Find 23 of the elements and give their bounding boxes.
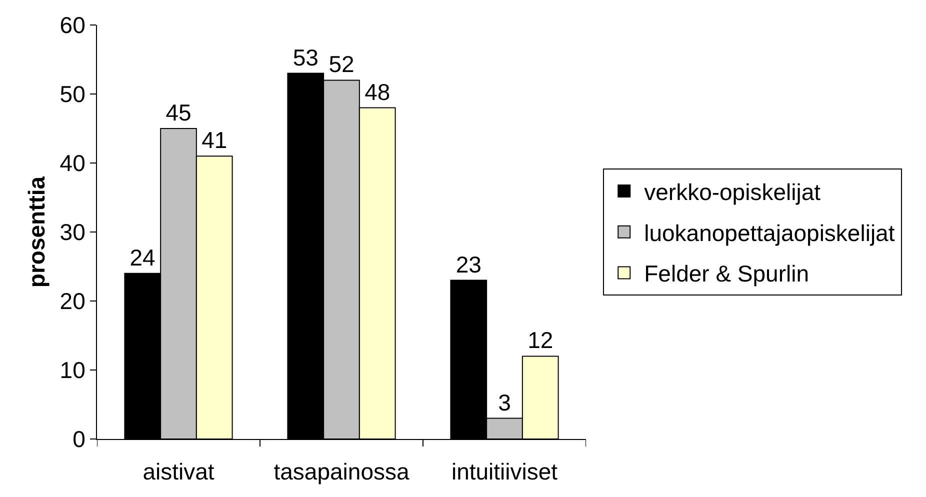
data-label: 24	[130, 244, 156, 270]
data-label: 12	[528, 327, 554, 354]
y-tick-label: 50	[60, 81, 86, 108]
legend-label: luokanopettajaopiskelijat	[644, 220, 896, 246]
y-tick-label: 10	[60, 357, 86, 384]
data-label: 53	[292, 44, 318, 70]
data-label: 48	[364, 78, 390, 105]
y-tick-label: 60	[60, 12, 86, 38]
data-label: 52	[328, 51, 354, 78]
data-label: 41	[202, 127, 228, 154]
y-tick-label: 20	[60, 288, 86, 314]
y-tick-label: 30	[60, 219, 86, 246]
x-tick-label: aistivat	[142, 458, 215, 485]
y-tick-label: 0	[72, 426, 86, 452]
x-tick-label: tasapainossa	[274, 458, 410, 485]
data-label: 23	[456, 251, 482, 278]
legend-label: verkko-opiskelijat	[644, 178, 822, 205]
data-label: 45	[166, 100, 192, 126]
data-label: 3	[498, 389, 511, 416]
legend-label: Felder & Spurlin	[644, 260, 810, 287]
y-tick-label: 40	[60, 150, 86, 176]
x-tick-label: intuitiiviset	[451, 458, 558, 485]
y-axis-title: prosenttia	[23, 176, 50, 288]
